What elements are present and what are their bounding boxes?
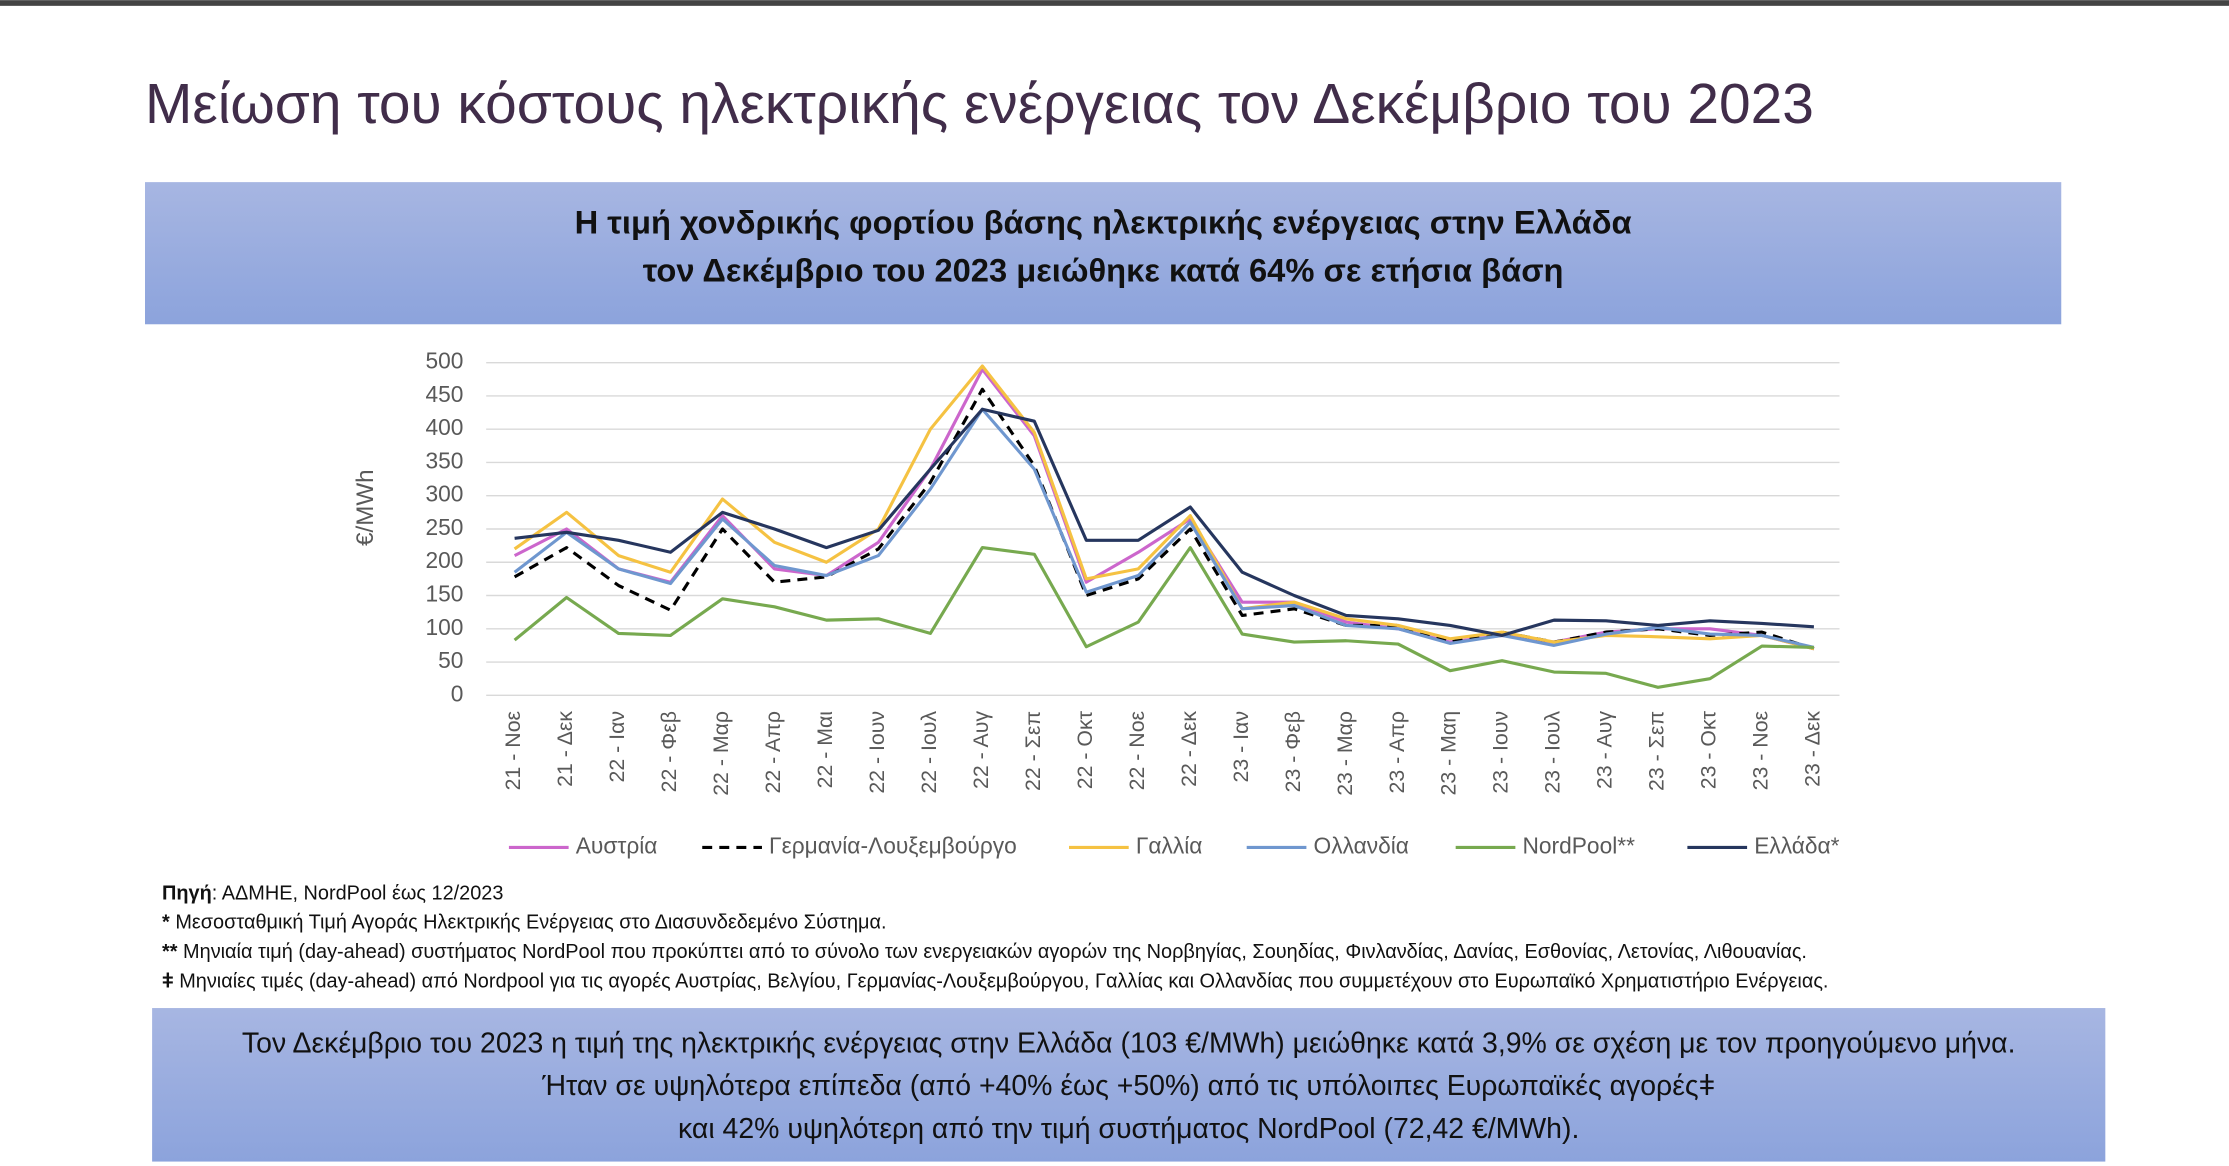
footnote: ǂ Μηνιαίες τιμές (day-ahead) από Nordpoo… bbox=[162, 971, 1828, 993]
y-tick-label: 100 bbox=[425, 614, 463, 640]
footnote-text: Μηνιαία τιμή (day-ahead) συστήματος Nord… bbox=[178, 941, 1807, 963]
x-tick-label: 22 - Ιουλ bbox=[917, 711, 941, 794]
footnote-mark: ǂ bbox=[162, 971, 174, 993]
y-tick-label: 400 bbox=[425, 414, 463, 440]
x-tick-label: 22 - Μαι bbox=[813, 711, 837, 789]
y-tick-label: 200 bbox=[425, 547, 463, 573]
y-tick-label: 450 bbox=[425, 381, 463, 407]
footnote-text: : ΑΔΜΗΕ, NordPool έως 12/2023 bbox=[212, 883, 504, 905]
legend-label: Γερμανία-Λουξεμβούργο bbox=[769, 832, 1017, 858]
x-tick-label: 22 - Φεβ bbox=[657, 711, 681, 792]
chart-banner bbox=[144, 182, 2062, 325]
chart-title: τον Δεκέμβριο του 2023 μειώθηκε κατά 64%… bbox=[643, 252, 1564, 289]
footnote: ** Μηνιαία τιμή (day-ahead) συστήματος N… bbox=[162, 941, 1807, 963]
series-line bbox=[514, 407, 1815, 637]
x-tick-label: 23 - Ιουν bbox=[1489, 711, 1513, 794]
x-tick-label: 23 - Οκτ bbox=[1697, 710, 1721, 789]
legend-label: NordPool** bbox=[1522, 832, 1635, 858]
x-tick-label: 22 - Σεπ bbox=[1021, 711, 1045, 791]
page-title: Μείωση του κόστους ηλεκτρικής ενέργειας … bbox=[145, 73, 1814, 136]
legend-label: Αυστρία bbox=[576, 832, 658, 858]
series-line bbox=[513, 546, 1814, 689]
y-tick-label: 250 bbox=[425, 514, 463, 540]
x-tick-label: 22 - Αυγ bbox=[969, 711, 993, 789]
y-tick-label: 300 bbox=[425, 481, 463, 507]
x-tick-label: 23 - Αυγ bbox=[1593, 711, 1617, 789]
summary-line: Τον Δεκέμβριο του 2023 η τιμή της ηλεκτρ… bbox=[242, 1028, 2016, 1060]
x-tick-label: 23 - Ιαν bbox=[1229, 711, 1253, 783]
x-tick-label: 22 - Ιαν bbox=[605, 711, 629, 783]
series-line bbox=[513, 387, 1815, 651]
x-tick-label: 22 - Ιουν bbox=[865, 711, 889, 794]
y-tick-label: 350 bbox=[425, 447, 463, 473]
summary-line: Ήταν σε υψηλότερα επίπεδα (από +40% έως … bbox=[541, 1070, 1715, 1102]
x-tick-label: 23 - Σεπ bbox=[1645, 711, 1669, 791]
legend-label: Ολλανδία bbox=[1314, 832, 1409, 858]
legend-label: Ελλάδα* bbox=[1754, 832, 1839, 858]
x-tick-label: 22 - Νοε bbox=[1125, 710, 1149, 790]
summary-line: και 42% υψηλότερη από την τιμή συστήματο… bbox=[678, 1113, 1579, 1145]
footnote-text: Μεσοσταθμική Τιμή Αγοράς Ηλεκτρικής Ενέρ… bbox=[170, 912, 887, 934]
x-tick-label: 22 - Οκτ bbox=[1073, 710, 1097, 789]
footnote: * Μεσοσταθμική Τιμή Αγοράς Ηλεκτρικής Εν… bbox=[162, 912, 886, 934]
y-axis-label: €/MWh bbox=[352, 469, 379, 546]
chart-title: Η τιμή χονδρικής φορτίου βάσης ηλεκτρική… bbox=[575, 203, 1632, 240]
y-tick-label: 0 bbox=[451, 680, 464, 706]
x-tick-label: 22 - Μαρ bbox=[709, 711, 733, 796]
y-tick-label: 150 bbox=[425, 581, 463, 607]
footnote-text: Μηνιαίες τιμές (day-ahead) από Nordpool … bbox=[174, 971, 1829, 993]
legend-label: Γαλλία bbox=[1136, 832, 1203, 858]
footnote-mark: Πηγή bbox=[162, 883, 212, 905]
x-tick-label: 23 - Απρ bbox=[1385, 711, 1409, 794]
x-tick-label: 22 - Δεκ bbox=[1177, 711, 1201, 787]
footnote-mark: * bbox=[162, 912, 170, 934]
x-tick-label: 23 - Ιουλ bbox=[1541, 711, 1565, 794]
x-tick-label: 23 - Φεβ bbox=[1281, 711, 1305, 792]
summary-banner bbox=[152, 1008, 2106, 1162]
y-tick-label: 50 bbox=[438, 647, 463, 673]
x-tick-label: 23 - Μαρ bbox=[1333, 711, 1357, 796]
x-tick-label: 21 - Νοε bbox=[501, 710, 525, 790]
x-tick-label: 23 - Δεκ bbox=[1801, 711, 1825, 787]
series-line bbox=[513, 407, 1815, 649]
x-tick-label: 23 - Μαη bbox=[1437, 711, 1461, 796]
x-tick-label: 22 - Απρ bbox=[761, 711, 785, 794]
x-tick-label: 21 - Δεκ bbox=[553, 711, 577, 787]
top-bar bbox=[0, 0, 2229, 6]
footnote: Πηγή: ΑΔΜΗΕ, NordPool έως 12/2023 bbox=[162, 883, 503, 905]
x-tick-label: 23 - Νοε bbox=[1749, 710, 1773, 790]
footnote-mark: ** bbox=[162, 941, 178, 963]
series-line bbox=[513, 367, 1815, 651]
y-tick-label: 500 bbox=[425, 348, 463, 374]
